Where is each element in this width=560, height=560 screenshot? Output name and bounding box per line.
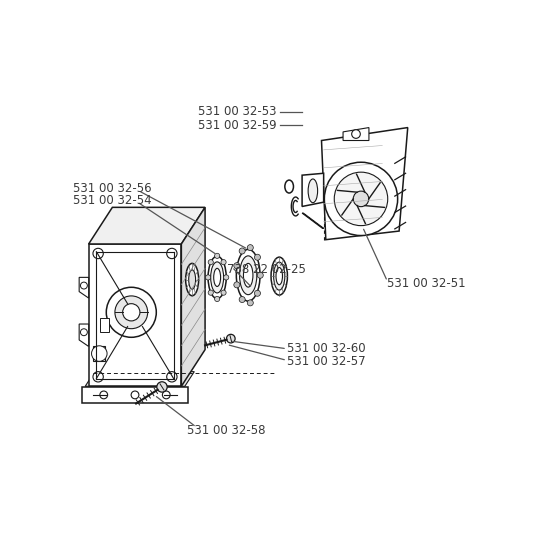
Ellipse shape — [244, 263, 253, 287]
Polygon shape — [94, 347, 105, 361]
Ellipse shape — [276, 268, 282, 284]
Polygon shape — [85, 372, 194, 386]
Polygon shape — [79, 324, 88, 347]
Circle shape — [353, 191, 368, 207]
Circle shape — [254, 254, 260, 260]
Circle shape — [234, 282, 240, 288]
Text: 531 00 32-51: 531 00 32-51 — [388, 277, 466, 290]
Ellipse shape — [189, 270, 195, 290]
Circle shape — [93, 248, 103, 259]
Text: 531 00 32-60: 531 00 32-60 — [287, 342, 366, 355]
Circle shape — [91, 346, 107, 361]
Ellipse shape — [236, 249, 260, 301]
Circle shape — [352, 130, 360, 138]
Text: 531 00 32-57: 531 00 32-57 — [287, 355, 366, 368]
Circle shape — [81, 282, 87, 289]
Circle shape — [162, 391, 170, 399]
Circle shape — [248, 300, 253, 306]
Circle shape — [257, 272, 263, 278]
Circle shape — [239, 296, 245, 302]
Circle shape — [167, 248, 177, 259]
Circle shape — [221, 260, 226, 265]
Ellipse shape — [274, 262, 285, 290]
Circle shape — [254, 290, 260, 296]
Polygon shape — [79, 277, 88, 298]
Text: 531 00 32-58: 531 00 32-58 — [187, 424, 265, 437]
Polygon shape — [88, 244, 181, 386]
Polygon shape — [343, 128, 369, 141]
Circle shape — [226, 334, 235, 343]
Circle shape — [93, 372, 103, 382]
Text: 531 00 32-59: 531 00 32-59 — [198, 119, 277, 132]
Circle shape — [100, 391, 108, 399]
Circle shape — [131, 391, 139, 399]
Polygon shape — [100, 318, 109, 332]
Circle shape — [221, 290, 226, 295]
Circle shape — [115, 296, 148, 329]
Ellipse shape — [240, 256, 257, 295]
Circle shape — [81, 329, 87, 335]
Circle shape — [248, 245, 253, 251]
Polygon shape — [88, 207, 205, 244]
Circle shape — [157, 382, 167, 392]
Circle shape — [208, 290, 213, 295]
Text: 531 00 32-53: 531 00 32-53 — [198, 105, 276, 118]
Circle shape — [234, 263, 240, 269]
Circle shape — [106, 287, 156, 337]
Circle shape — [208, 260, 213, 265]
Polygon shape — [302, 213, 324, 228]
Text: 531 00 32-54: 531 00 32-54 — [73, 194, 151, 207]
Ellipse shape — [208, 256, 226, 298]
Ellipse shape — [211, 262, 223, 293]
Polygon shape — [82, 387, 188, 403]
Text: 738 22 02-25: 738 22 02-25 — [227, 263, 306, 277]
Text: 531 00 32-56: 531 00 32-56 — [73, 183, 151, 195]
Circle shape — [206, 275, 211, 280]
Circle shape — [223, 275, 229, 280]
Polygon shape — [181, 207, 205, 386]
Circle shape — [334, 172, 388, 226]
Ellipse shape — [186, 263, 199, 296]
Polygon shape — [302, 173, 324, 207]
Ellipse shape — [308, 179, 318, 203]
Circle shape — [167, 372, 177, 382]
Circle shape — [123, 304, 140, 321]
Polygon shape — [321, 128, 408, 240]
Ellipse shape — [271, 257, 287, 295]
Circle shape — [214, 296, 220, 301]
Ellipse shape — [214, 268, 221, 287]
Circle shape — [324, 162, 398, 236]
Circle shape — [214, 253, 220, 258]
Circle shape — [239, 248, 245, 254]
